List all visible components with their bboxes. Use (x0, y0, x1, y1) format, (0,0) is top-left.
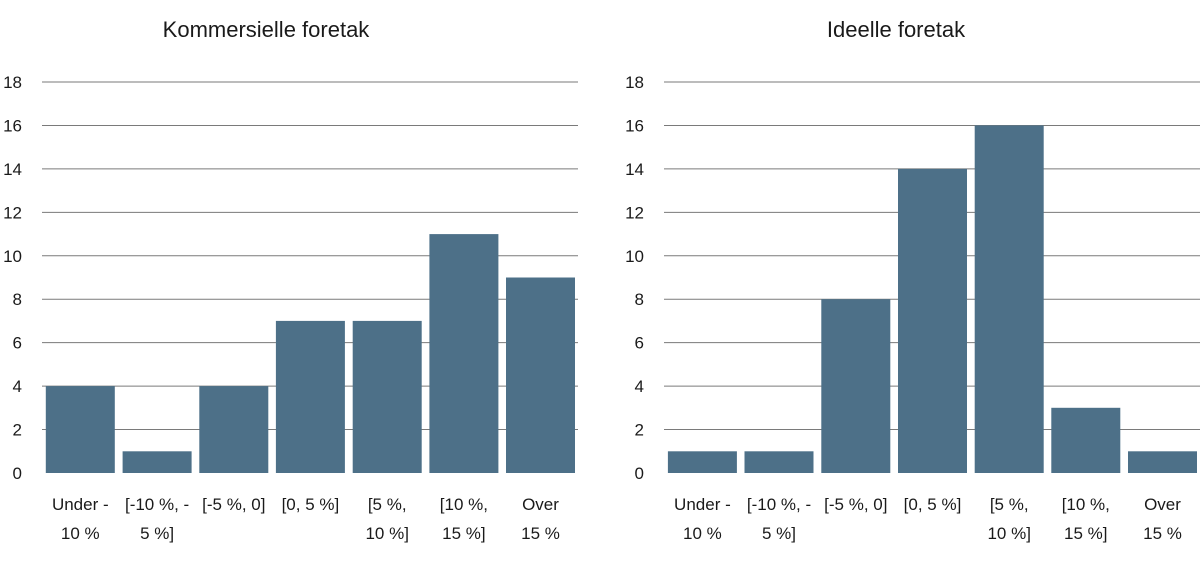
chart-title: Kommersielle foretak (163, 17, 371, 42)
bar (429, 234, 499, 473)
chart-title: Ideelle foretak (827, 17, 966, 42)
chart-panel-ideelle: Ideelle foretak 0 2 4 6 8 10 12 14 16 18 Under - 10… (625, 17, 1200, 543)
y-tick-label: 0 (13, 464, 22, 483)
category-label: [0, 5 %] (904, 495, 962, 514)
y-tick-label: 10 (625, 247, 644, 266)
y-tick-label: 6 (635, 334, 644, 353)
y-tick-label: 8 (13, 290, 22, 309)
category-label: Over (1144, 495, 1181, 514)
category-label: [-5 %, 0] (824, 495, 887, 514)
bar (744, 451, 814, 473)
category-label: 10 %] (365, 524, 408, 543)
y-tick-label: 16 (3, 116, 22, 135)
y-tick-label: 14 (625, 160, 644, 179)
category-label: [10 %, (1062, 495, 1110, 514)
bar (821, 299, 891, 473)
bar (1051, 407, 1121, 473)
category-label: 10 %] (987, 524, 1030, 543)
y-tick-label: 0 (635, 464, 644, 483)
category-label: [-5 %, 0] (202, 495, 265, 514)
y-tick-label: 4 (13, 377, 22, 396)
category-label: 15 % (1143, 524, 1182, 543)
category-label: 10 % (61, 524, 100, 543)
y-tick-label: 16 (625, 116, 644, 135)
category-label: 15 %] (1064, 524, 1107, 543)
category-label: [10 %, (440, 495, 488, 514)
category-label: [0, 5 %] (282, 495, 340, 514)
y-tick-label: 12 (625, 203, 644, 222)
category-label: 5 %] (762, 524, 796, 543)
category-label: [-10 %, - (747, 495, 811, 514)
y-tick-label: 8 (635, 290, 644, 309)
category-label: 15 % (521, 524, 560, 543)
category-label: 15 %] (442, 524, 485, 543)
y-tick-label: 2 (635, 421, 644, 440)
bar (1128, 451, 1197, 473)
y-tick-label: 12 (3, 203, 22, 222)
bar (667, 451, 737, 473)
bar (45, 386, 115, 473)
y-tick-label: 14 (3, 160, 22, 179)
bar (199, 386, 269, 473)
category-label: Under - (674, 495, 731, 514)
category-label: [5 %, (368, 495, 407, 514)
bar (122, 451, 192, 473)
bar (275, 320, 345, 473)
category-label: [-10 %, - (125, 495, 189, 514)
category-label: 5 %] (140, 524, 174, 543)
y-tick-label: 4 (635, 377, 644, 396)
chart-panel-kommersielle: Kommersielle foretak 0 2 4 6 8 10 12 14 16 18 Unde… (3, 17, 578, 543)
category-label: [5 %, (990, 495, 1029, 514)
bar (506, 277, 575, 473)
y-tick-label: 18 (3, 73, 22, 92)
category-label: Under - (52, 495, 109, 514)
bar (898, 168, 967, 473)
bar (352, 320, 422, 473)
bar (974, 125, 1044, 474)
y-tick-label: 10 (3, 247, 22, 266)
y-tick-label: 18 (625, 73, 644, 92)
y-tick-label: 2 (13, 421, 22, 440)
category-label: Over (522, 495, 559, 514)
category-label: 10 % (683, 524, 722, 543)
y-tick-label: 6 (13, 334, 22, 353)
